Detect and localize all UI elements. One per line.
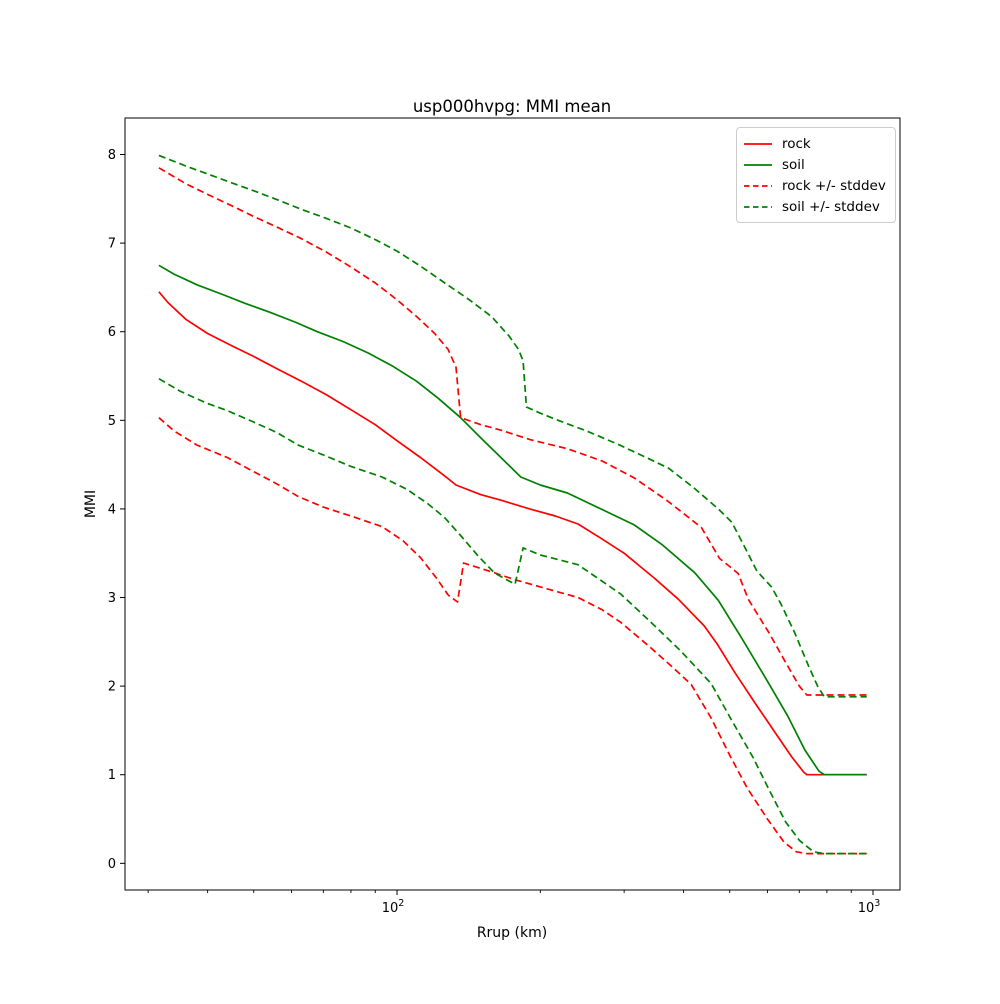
x-tick-label: 102 [382,898,405,916]
legend-label: soil +/- stddev [782,198,880,215]
series-soil-stddev [158,377,867,855]
legend-item: rock [743,133,886,154]
y-tick-label: 8 [108,148,116,163]
legend-label: soil [782,156,805,173]
legend-item: rock +/- stddev [743,175,886,196]
solid-line-swatch [744,163,772,166]
y-tick-label: 7 [108,237,116,252]
series-soil [158,264,867,776]
x-tick-label: 103 [858,898,881,916]
y-tick-label: 6 [108,325,116,340]
y-tick-label: 4 [108,502,116,517]
dashed-line-swatch [744,205,772,208]
series-rock [158,291,867,776]
series-group [158,154,867,855]
y-tick-label: 5 [108,414,116,429]
legend-label: rock +/- stddev [782,177,886,194]
plot-border [124,117,901,891]
legend-label: rock [782,135,811,152]
legend-item: soil [743,154,886,175]
series-rock-stddev [158,167,867,696]
solid-line-swatch [744,142,772,145]
y-axis-ticks: 0 1 2 3 4 5 6 7 8 [108,148,125,872]
y-tick-label: 2 [108,680,116,695]
series-rock-stddev [158,417,867,855]
legend: rock soil rock +/- stddev soil +/- stddev [736,127,896,223]
y-axis-label: MMI [83,490,99,518]
dashed-line-swatch [744,184,772,187]
y-tick-label: 1 [108,768,116,783]
series-soil-stddev [158,154,867,698]
legend-item: soil +/- stddev [743,196,886,217]
y-tick-label: 0 [108,857,116,872]
chart-title: usp000hvpg: MMI mean [413,97,611,116]
y-tick-label: 3 [108,591,116,606]
x-axis-major-ticks: 102 103 [382,890,881,916]
x-axis-label: Rrup (km) [477,925,547,941]
